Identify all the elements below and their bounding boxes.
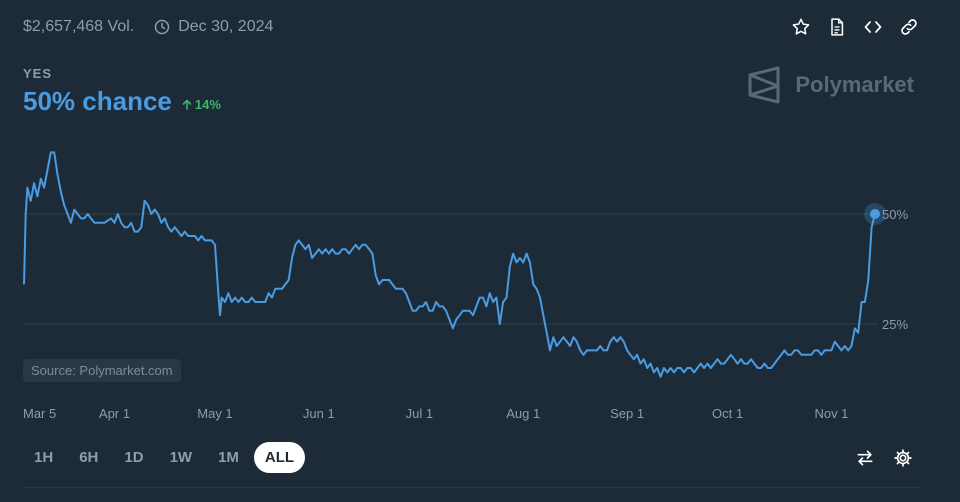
swap-icon[interactable]: [854, 447, 876, 469]
chart-controls: [854, 447, 914, 469]
clock-icon: [154, 19, 170, 35]
x-tick-label: Nov 1: [814, 406, 848, 421]
y-tick-label: 50%: [882, 207, 908, 222]
document-icon[interactable]: [826, 16, 848, 38]
timeframe-1h[interactable]: 1H: [34, 449, 54, 466]
timeframe-6h[interactable]: 6H: [79, 449, 99, 466]
divider: [23, 487, 920, 488]
change-badge: 14%: [182, 97, 221, 112]
timeframe-1m[interactable]: 1M: [218, 449, 239, 466]
x-tick-label: Aug 1: [506, 406, 540, 421]
change-value: 14%: [194, 97, 221, 112]
polymarket-logo-icon: [748, 66, 780, 104]
timeframe-1d[interactable]: 1D: [124, 449, 144, 466]
outcome-label: YES: [23, 66, 53, 81]
source-label: Source: Polymarket.com: [23, 359, 181, 382]
x-tick-label: Apr 1: [99, 406, 130, 421]
price-chart[interactable]: 25% 50% Mar 5 Apr 1 May 1 Jun 1 Jul 1 Aug 1 Sep …: [0, 130, 960, 430]
date-text: Dec 30, 2024: [178, 18, 274, 35]
timeframe-selector: 1H 6H 1D 1W 1M ALL: [23, 442, 306, 473]
action-toolbar: [790, 16, 920, 38]
timeframe-all[interactable]: ALL: [253, 442, 306, 473]
end-point: [870, 209, 880, 219]
timeframe-1w[interactable]: 1W: [169, 449, 193, 466]
star-icon[interactable]: [790, 16, 812, 38]
x-tick-label: Sep 1: [610, 406, 644, 421]
header: $2,657,468 Vol. Dec 30, 2024: [23, 18, 273, 36]
gear-icon[interactable]: [892, 447, 914, 469]
link-icon[interactable]: [898, 16, 920, 38]
x-tick-label: Oct 1: [712, 406, 743, 421]
x-tick-label: May 1: [197, 406, 232, 421]
end-date: Dec 30, 2024: [154, 18, 273, 36]
series-line: [23, 151, 876, 378]
volume-text: $2,657,468 Vol.: [23, 18, 135, 35]
y-tick-label: 25%: [882, 317, 908, 332]
x-tick-label: Jul 1: [406, 406, 433, 421]
brand-watermark: Polymarket: [747, 66, 914, 104]
x-tick-label: Jun 1: [303, 406, 335, 421]
chance-value: 50% chance: [23, 86, 172, 116]
brand-name: Polymarket: [795, 72, 914, 97]
code-icon[interactable]: [862, 16, 884, 38]
arrow-up-icon: [182, 99, 192, 110]
x-tick-label: Mar 5: [23, 406, 56, 421]
chance-row: 50% chance 14%: [23, 86, 221, 117]
